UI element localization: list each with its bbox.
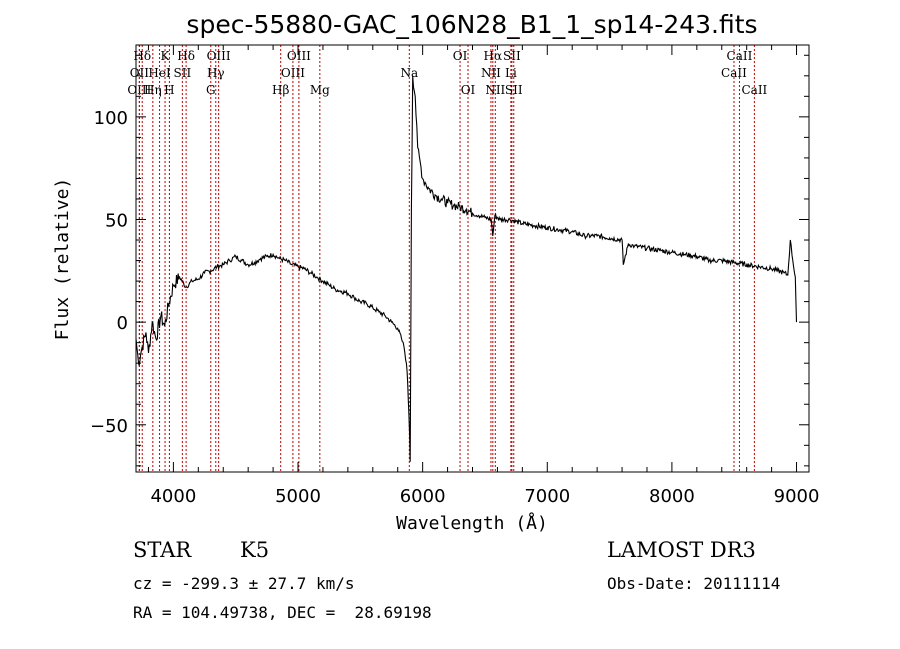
spectral-line-label: CaII (727, 49, 753, 63)
spectral-line-label: Hβ (272, 83, 289, 97)
spectral-line-label: CaII (741, 83, 767, 97)
spectral-subclass: K5 (240, 538, 270, 562)
spectral-line-label: Hγ (207, 66, 225, 80)
observation-date: Obs-Date: 20111114 (607, 574, 781, 593)
spectral-line-label: Na (400, 66, 418, 80)
axis-ticks: 4000 5000 6000 7000 8000 9000 −50 0 50 100 (90, 45, 819, 507)
x-tick-label: 6000 (400, 486, 446, 507)
spectral-line-label: Li (505, 66, 517, 80)
spectral-line-label: K (161, 49, 171, 63)
spectral-line-label: SII (174, 66, 192, 80)
spectral-line-label: OIII (287, 49, 311, 63)
spectral-line-label: Hδ (133, 49, 151, 63)
x-tick-label: 4000 (150, 486, 196, 507)
spectral-line-label: Hδ (177, 49, 195, 63)
spectral-line-label: OI (453, 49, 468, 63)
y-tick-label: 100 (94, 108, 128, 129)
y-tick-label: 0 (117, 313, 128, 334)
spectral-line-label: NII (481, 66, 501, 80)
y-tick-label: −50 (90, 416, 128, 437)
x-tick-label: 7000 (524, 486, 570, 507)
y-tick-label: 50 (105, 210, 128, 231)
redshift-velocity: cz = -299.3 ± 27.7 km/s (133, 574, 355, 593)
spectral-line-markers: OIIIHδOIIHηHeIKHSIIHδGHγOIIIHβOIIIOIIIMg… (127, 45, 768, 472)
x-tick-label: 9000 (774, 486, 820, 507)
spectral-line-label: G (206, 83, 216, 97)
spectral-line-label: SII (505, 83, 523, 97)
y-axis-label: Flux (relative) (52, 178, 73, 341)
sky-coordinates: RA = 104.49738, DEC = 28.69198 (133, 603, 432, 622)
spectrum-line (135, 75, 798, 462)
spectrum-series (135, 75, 798, 462)
chart-title: spec-55880-GAC_106N28_B1_1_sp14-243.fits (186, 10, 757, 39)
object-class: STAR (133, 538, 192, 562)
spectral-line-label: SII (503, 49, 521, 63)
spectral-line-label: Hη (144, 83, 162, 97)
spectral-line-label: Hα (484, 49, 503, 63)
spectral-line-label: OIII (281, 66, 305, 80)
x-axis-label: Wavelength (Å) (396, 512, 548, 534)
survey-name: LAMOST DR3 (607, 538, 756, 562)
spectral-line-label: H (164, 83, 174, 97)
x-tick-label: 5000 (275, 486, 321, 507)
spectral-line-label: OIII (207, 49, 231, 63)
x-tick-label: 8000 (649, 486, 695, 507)
spectral-line-label: Mg (310, 83, 330, 97)
spectral-line-label: OI (461, 83, 476, 97)
spectral-line-label: HeI (148, 66, 171, 80)
spectral-line-label: NII (485, 83, 505, 97)
spectral-line-label: OII (130, 66, 150, 80)
spectral-line-label: CaII (721, 66, 747, 80)
